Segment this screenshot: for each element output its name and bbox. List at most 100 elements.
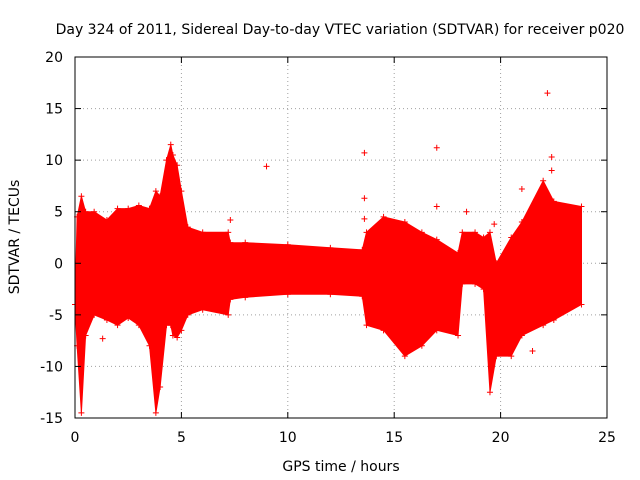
envelope-upper-point (359, 246, 366, 253)
envelope-lower-point (82, 332, 89, 339)
envelope-lower-point (225, 311, 232, 318)
envelope-upper-point (78, 193, 85, 200)
envelope-lower-point (550, 317, 557, 324)
envelope-lower-point (380, 327, 387, 334)
outlier-point (227, 216, 234, 223)
envelope-upper-point (540, 177, 547, 184)
outlier-point (263, 163, 270, 170)
y-tick-label: -10 (40, 359, 63, 375)
envelope-upper-point (199, 229, 206, 236)
envelope-lower-point (455, 332, 462, 339)
envelope-upper-point (125, 205, 132, 212)
data-series (72, 90, 585, 416)
envelope-lower-point (135, 322, 142, 329)
envelope-upper-point (284, 241, 291, 248)
outlier-point (361, 195, 368, 202)
envelope-upper-point (242, 239, 249, 246)
envelope-upper-point (225, 229, 232, 236)
envelope-upper-point (157, 193, 164, 200)
y-tick-label: 15 (45, 102, 63, 118)
envelope-upper-point (508, 234, 515, 241)
outlier-point (361, 215, 368, 222)
envelope-lower-point (486, 389, 493, 396)
y-axis-label: SDTVAR / TECUs (7, 180, 23, 295)
outlier-point (518, 186, 525, 193)
envelope-lower-point (508, 353, 515, 360)
x-tick-label: 25 (598, 430, 616, 446)
envelope-lower-point (578, 301, 585, 308)
envelope-lower-point (174, 334, 181, 341)
envelope-upper-point (550, 198, 557, 205)
outlier-point (433, 144, 440, 151)
outlier-point (548, 154, 555, 161)
envelope-lower-point (433, 327, 440, 334)
envelope-upper-point (152, 188, 159, 195)
envelope-lower-point (114, 322, 121, 329)
envelope-lower-point (284, 291, 291, 298)
y-tick-label: -15 (40, 411, 63, 427)
envelope-lower-point (178, 327, 185, 334)
envelope-lower-point (184, 311, 191, 318)
outlier-point (544, 90, 551, 97)
envelope-upper-point (163, 157, 170, 164)
envelope-upper-point (472, 229, 479, 236)
envelope-upper-point (418, 229, 425, 236)
envelope-upper-point (480, 234, 487, 241)
x-tick-label: 0 (71, 430, 80, 446)
x-tick-label: 15 (385, 430, 403, 446)
envelope-lower-point (493, 353, 500, 360)
outlier-point (433, 203, 440, 210)
envelope-lower-point (401, 353, 408, 360)
envelope-lower-point (359, 293, 366, 300)
envelope-upper-point (327, 244, 334, 251)
envelope-lower-point (227, 296, 234, 303)
envelope-upper-point (135, 202, 142, 209)
envelope-lower-point (199, 306, 206, 313)
envelope-upper-point (82, 208, 89, 215)
envelope-upper-point (174, 162, 181, 169)
envelope-upper-point (493, 260, 500, 267)
outlier-point (463, 208, 470, 215)
envelope-lower-point (91, 311, 98, 318)
envelope-lower-point (480, 286, 487, 293)
envelope-upper-point (433, 236, 440, 243)
envelope-upper-point (486, 229, 493, 236)
envelope-upper-point (114, 205, 121, 212)
x-tick-label: 5 (177, 430, 186, 446)
envelope-lower-point (518, 332, 525, 339)
envelope-lower-point (459, 280, 466, 287)
envelope-lower-point (472, 280, 479, 287)
envelope-lower-point (363, 322, 370, 329)
envelope-upper-point (578, 203, 585, 210)
axis-ticks (74, 56, 608, 419)
y-tick-label: 0 (54, 256, 63, 272)
outlier-point (361, 149, 368, 156)
envelope-lower-point (242, 294, 249, 301)
envelope-lower-point (157, 384, 164, 391)
envelope-upper-point (518, 219, 525, 226)
y-tick-label: -5 (49, 308, 63, 324)
envelope-upper-point (146, 205, 153, 212)
plot-frame (74, 56, 608, 419)
x-axis-label: GPS time / hours (282, 459, 399, 475)
y-tick-label: 10 (45, 153, 63, 169)
envelope-upper-point (455, 249, 462, 256)
x-tick-label: 20 (492, 430, 510, 446)
envelope-lower-point (78, 409, 85, 416)
x-tick-label: 10 (279, 430, 297, 446)
envelope-lower-point (169, 332, 176, 339)
sdtvar-data-band (74, 144, 582, 413)
envelope-upper-point (178, 188, 185, 195)
envelope-upper-point (91, 208, 98, 215)
outlier-point (529, 347, 536, 354)
envelope-upper-point (380, 213, 387, 220)
envelope-upper-point (227, 239, 234, 246)
outlier-point (491, 221, 498, 228)
envelope-upper-point (169, 151, 176, 158)
envelope-upper-point (401, 219, 408, 226)
envelope-lower-point (125, 314, 132, 321)
tick-labels: 0 5 10 15 20 25 -15 -10 -5 0 5 10 15 20 (40, 50, 616, 446)
outlier-point (99, 335, 106, 342)
envelope-lower-point (327, 291, 334, 298)
